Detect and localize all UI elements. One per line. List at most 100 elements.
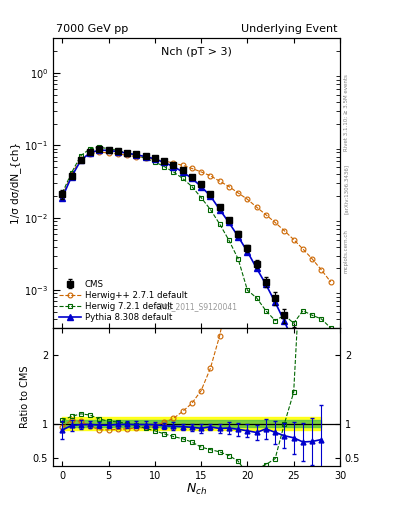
Herwig 7.2.1 default <box>134 152 139 158</box>
Herwig 7.2.1 default <box>97 144 102 151</box>
Herwig++ 2.7.1 default <box>88 151 92 157</box>
Herwig++ 2.7.1 default <box>189 165 194 172</box>
Herwig 7.2.1 default <box>180 175 185 181</box>
Pythia 8.308 default <box>88 150 92 156</box>
Pythia 8.308 default <box>69 174 74 180</box>
Herwig 7.2.1 default <box>236 256 241 262</box>
Herwig 7.2.1 default <box>208 206 213 212</box>
Pythia 8.308 default <box>60 195 65 201</box>
Herwig++ 2.7.1 default <box>264 211 268 218</box>
Herwig 7.2.1 default <box>301 308 305 314</box>
Herwig++ 2.7.1 default <box>217 178 222 184</box>
Herwig 7.2.1 default <box>254 295 259 301</box>
Pythia 8.308 default <box>282 318 287 325</box>
Pythia 8.308 default <box>134 152 139 158</box>
Pythia 8.308 default <box>245 249 250 255</box>
Pythia 8.308 default <box>217 206 222 212</box>
Pythia 8.308 default <box>273 299 277 305</box>
Text: mcplots.cern.ch: mcplots.cern.ch <box>344 229 349 273</box>
Herwig++ 2.7.1 default <box>328 279 333 285</box>
Herwig++ 2.7.1 default <box>236 190 241 196</box>
Herwig 7.2.1 default <box>282 312 287 318</box>
Text: Underlying Event: Underlying Event <box>241 24 337 34</box>
Herwig 7.2.1 default <box>264 308 268 314</box>
Herwig++ 2.7.1 default <box>291 237 296 243</box>
Herwig++ 2.7.1 default <box>171 160 176 166</box>
Herwig++ 2.7.1 default <box>245 196 250 202</box>
Herwig 7.2.1 default <box>88 145 92 152</box>
Herwig++ 2.7.1 default <box>273 220 277 226</box>
Herwig 7.2.1 default <box>143 155 148 161</box>
Herwig 7.2.1 default <box>171 169 176 175</box>
Text: 7000 GeV pp: 7000 GeV pp <box>56 24 128 34</box>
Herwig 7.2.1 default <box>60 190 65 196</box>
Pythia 8.308 default <box>152 156 157 162</box>
Herwig++ 2.7.1 default <box>97 150 102 156</box>
Herwig++ 2.7.1 default <box>60 193 65 199</box>
Herwig 7.2.1 default <box>152 159 157 165</box>
Pythia 8.308 default <box>125 150 129 156</box>
Herwig 7.2.1 default <box>69 169 74 176</box>
Herwig++ 2.7.1 default <box>282 228 287 234</box>
Herwig 7.2.1 default <box>189 183 194 189</box>
Herwig++ 2.7.1 default <box>226 183 231 189</box>
Line: Herwig 7.2.1 default: Herwig 7.2.1 default <box>60 145 333 330</box>
Pythia 8.308 default <box>199 183 204 189</box>
Herwig 7.2.1 default <box>116 147 120 154</box>
Herwig 7.2.1 default <box>291 320 296 326</box>
Line: Herwig++ 2.7.1 default: Herwig++ 2.7.1 default <box>60 150 333 284</box>
Herwig++ 2.7.1 default <box>162 158 167 164</box>
Herwig 7.2.1 default <box>106 145 111 152</box>
Text: Nch (pT > 3): Nch (pT > 3) <box>161 47 232 57</box>
Herwig++ 2.7.1 default <box>301 246 305 252</box>
Herwig++ 2.7.1 default <box>254 204 259 210</box>
Herwig 7.2.1 default <box>226 237 231 243</box>
Pythia 8.308 default <box>79 157 83 163</box>
Pythia 8.308 default <box>328 429 333 435</box>
Herwig++ 2.7.1 default <box>134 154 139 160</box>
Pythia 8.308 default <box>236 233 241 240</box>
Pythia 8.308 default <box>180 169 185 175</box>
Herwig++ 2.7.1 default <box>319 267 324 273</box>
Herwig 7.2.1 default <box>79 153 83 159</box>
Herwig++ 2.7.1 default <box>106 150 111 156</box>
Pythia 8.308 default <box>319 406 324 412</box>
Pythia 8.308 default <box>189 175 194 181</box>
Herwig++ 2.7.1 default <box>79 156 83 162</box>
Y-axis label: 1/σ dσ/dN_{ch}: 1/σ dσ/dN_{ch} <box>11 142 22 224</box>
Herwig 7.2.1 default <box>245 287 250 293</box>
Pythia 8.308 default <box>254 265 259 271</box>
Herwig 7.2.1 default <box>310 312 314 318</box>
Legend: CMS, Herwig++ 2.7.1 default, Herwig 7.2.1 default, Pythia 8.308 default: CMS, Herwig++ 2.7.1 default, Herwig 7.2.… <box>57 278 189 324</box>
Line: Pythia 8.308 default: Pythia 8.308 default <box>59 147 334 435</box>
Pythia 8.308 default <box>162 159 167 165</box>
Pythia 8.308 default <box>310 382 314 389</box>
X-axis label: $N_{ch}$: $N_{ch}$ <box>186 482 207 497</box>
Text: [arXiv:1306.3436]: [arXiv:1306.3436] <box>344 164 349 215</box>
Herwig++ 2.7.1 default <box>208 173 213 179</box>
Herwig 7.2.1 default <box>125 150 129 156</box>
Pythia 8.308 default <box>106 147 111 154</box>
Pythia 8.308 default <box>291 339 296 346</box>
Herwig++ 2.7.1 default <box>152 156 157 162</box>
Herwig++ 2.7.1 default <box>199 169 204 175</box>
Herwig++ 2.7.1 default <box>310 256 314 262</box>
Herwig++ 2.7.1 default <box>125 152 129 158</box>
Pythia 8.308 default <box>97 147 102 153</box>
Text: Rivet 3.1.10; ≥ 3.5M events: Rivet 3.1.10; ≥ 3.5M events <box>344 74 349 151</box>
Herwig 7.2.1 default <box>217 221 222 227</box>
Herwig++ 2.7.1 default <box>143 155 148 161</box>
Y-axis label: Ratio to CMS: Ratio to CMS <box>20 366 30 428</box>
Herwig 7.2.1 default <box>162 163 167 169</box>
Pythia 8.308 default <box>264 282 268 288</box>
Herwig++ 2.7.1 default <box>116 151 120 157</box>
Pythia 8.308 default <box>301 361 305 367</box>
Herwig 7.2.1 default <box>199 195 204 201</box>
Herwig 7.2.1 default <box>273 317 277 324</box>
Pythia 8.308 default <box>143 154 148 160</box>
Herwig++ 2.7.1 default <box>69 171 74 177</box>
Herwig 7.2.1 default <box>328 325 333 331</box>
Pythia 8.308 default <box>208 193 213 199</box>
Text: CMS_2011_S9120041: CMS_2011_S9120041 <box>156 302 237 311</box>
Pythia 8.308 default <box>226 220 231 226</box>
